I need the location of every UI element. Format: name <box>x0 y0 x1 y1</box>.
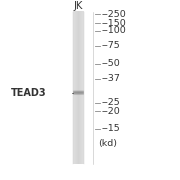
Text: JK: JK <box>74 1 83 11</box>
Text: TEAD3: TEAD3 <box>11 88 46 98</box>
Text: --20: --20 <box>102 107 120 116</box>
Text: (kd): (kd) <box>98 139 118 148</box>
Text: --75: --75 <box>102 41 120 50</box>
Text: --100: --100 <box>102 26 127 35</box>
Text: --250: --250 <box>102 10 127 19</box>
Text: --50: --50 <box>102 59 120 68</box>
Text: --25: --25 <box>102 98 120 107</box>
Text: --150: --150 <box>102 19 127 28</box>
Text: --15: --15 <box>102 124 120 133</box>
Text: --37: --37 <box>102 74 121 83</box>
